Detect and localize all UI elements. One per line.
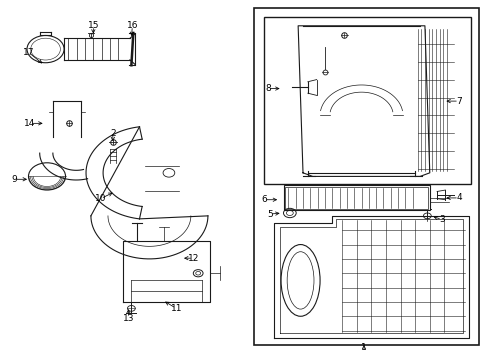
Bar <box>254 8 478 345</box>
Text: 6: 6 <box>261 195 266 204</box>
Text: 2: 2 <box>110 129 116 138</box>
Text: 11: 11 <box>170 304 182 313</box>
Text: 7: 7 <box>455 96 461 105</box>
Text: 8: 8 <box>264 84 270 93</box>
Text: 13: 13 <box>122 314 134 323</box>
Text: 17: 17 <box>23 48 35 57</box>
Bar <box>285 187 427 209</box>
Text: 10: 10 <box>95 194 106 203</box>
Bar <box>264 17 470 184</box>
Text: 3: 3 <box>438 215 444 224</box>
Text: 1: 1 <box>360 343 366 352</box>
Text: 16: 16 <box>126 21 138 30</box>
Text: 9: 9 <box>11 175 17 184</box>
Bar <box>283 185 429 211</box>
Text: 15: 15 <box>87 21 99 30</box>
Text: 12: 12 <box>187 254 199 263</box>
Text: 4: 4 <box>455 193 461 202</box>
Text: 5: 5 <box>266 210 272 219</box>
Text: 14: 14 <box>24 119 36 128</box>
